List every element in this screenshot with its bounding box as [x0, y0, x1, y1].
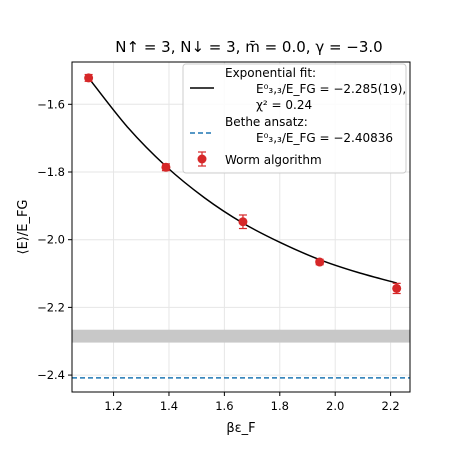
- legend: Exponential fit: E⁰₃,₃/E_FG = −2.285(19)…: [182, 63, 407, 174]
- y-axis: −2.4 −2.2 −2.0 −1.8 −1.6: [37, 97, 72, 382]
- y-tick-label: −2.4: [37, 368, 65, 382]
- x-tick-label: 1.4: [160, 399, 178, 413]
- y-tick-label: −1.6: [37, 97, 65, 111]
- worm-data-point: [392, 283, 402, 293]
- legend-fit-label: Exponential fit:: [225, 66, 316, 80]
- x-tick-label: 2.0: [326, 399, 344, 413]
- fit-band-rect: [72, 329, 410, 343]
- chart-title: N↑ = 3, N↓ = 3, m̄ = 0.0, γ = −3.0: [115, 38, 382, 56]
- legend-worm-label: Worm algorithm: [225, 153, 322, 167]
- legend-bethe-value: E⁰₃,₃/E_FG = −2.40836: [256, 131, 393, 145]
- worm-data-point: [84, 73, 94, 83]
- worm-data-point: [315, 257, 325, 267]
- series-layer: [72, 73, 410, 379]
- worm-data-point: [161, 162, 171, 172]
- plot-frame: [71, 61, 411, 393]
- x-tick-label: 2.2: [381, 399, 399, 413]
- legend-fit-value: E⁰₃,₃/E_FG = −2.285(19),: [256, 82, 406, 96]
- worm-data-point: [238, 217, 248, 227]
- x-tick-label: 1.6: [215, 399, 233, 413]
- y-tick-label: −2.2: [37, 300, 65, 314]
- legend-box: [182, 63, 407, 174]
- y-tick-label: −1.8: [37, 165, 65, 179]
- y-tick-label: −2.0: [37, 233, 65, 247]
- x-axis-label: βε_F: [226, 421, 255, 436]
- x-axis: 1.2 1.4 1.6 1.8 2.0 2.2: [104, 392, 400, 413]
- y-axis-label: ⟨E⟩/E_FG: [16, 199, 31, 254]
- x-tick-label: 1.2: [104, 399, 122, 413]
- legend-worm-marker: [197, 154, 207, 164]
- legend-bethe-label: Bethe ansatz:: [225, 115, 308, 129]
- legend-fit-chi2: χ² = 0.24: [256, 98, 312, 112]
- x-tick-label: 1.8: [271, 399, 289, 413]
- fit-asymptote-band: [72, 329, 410, 343]
